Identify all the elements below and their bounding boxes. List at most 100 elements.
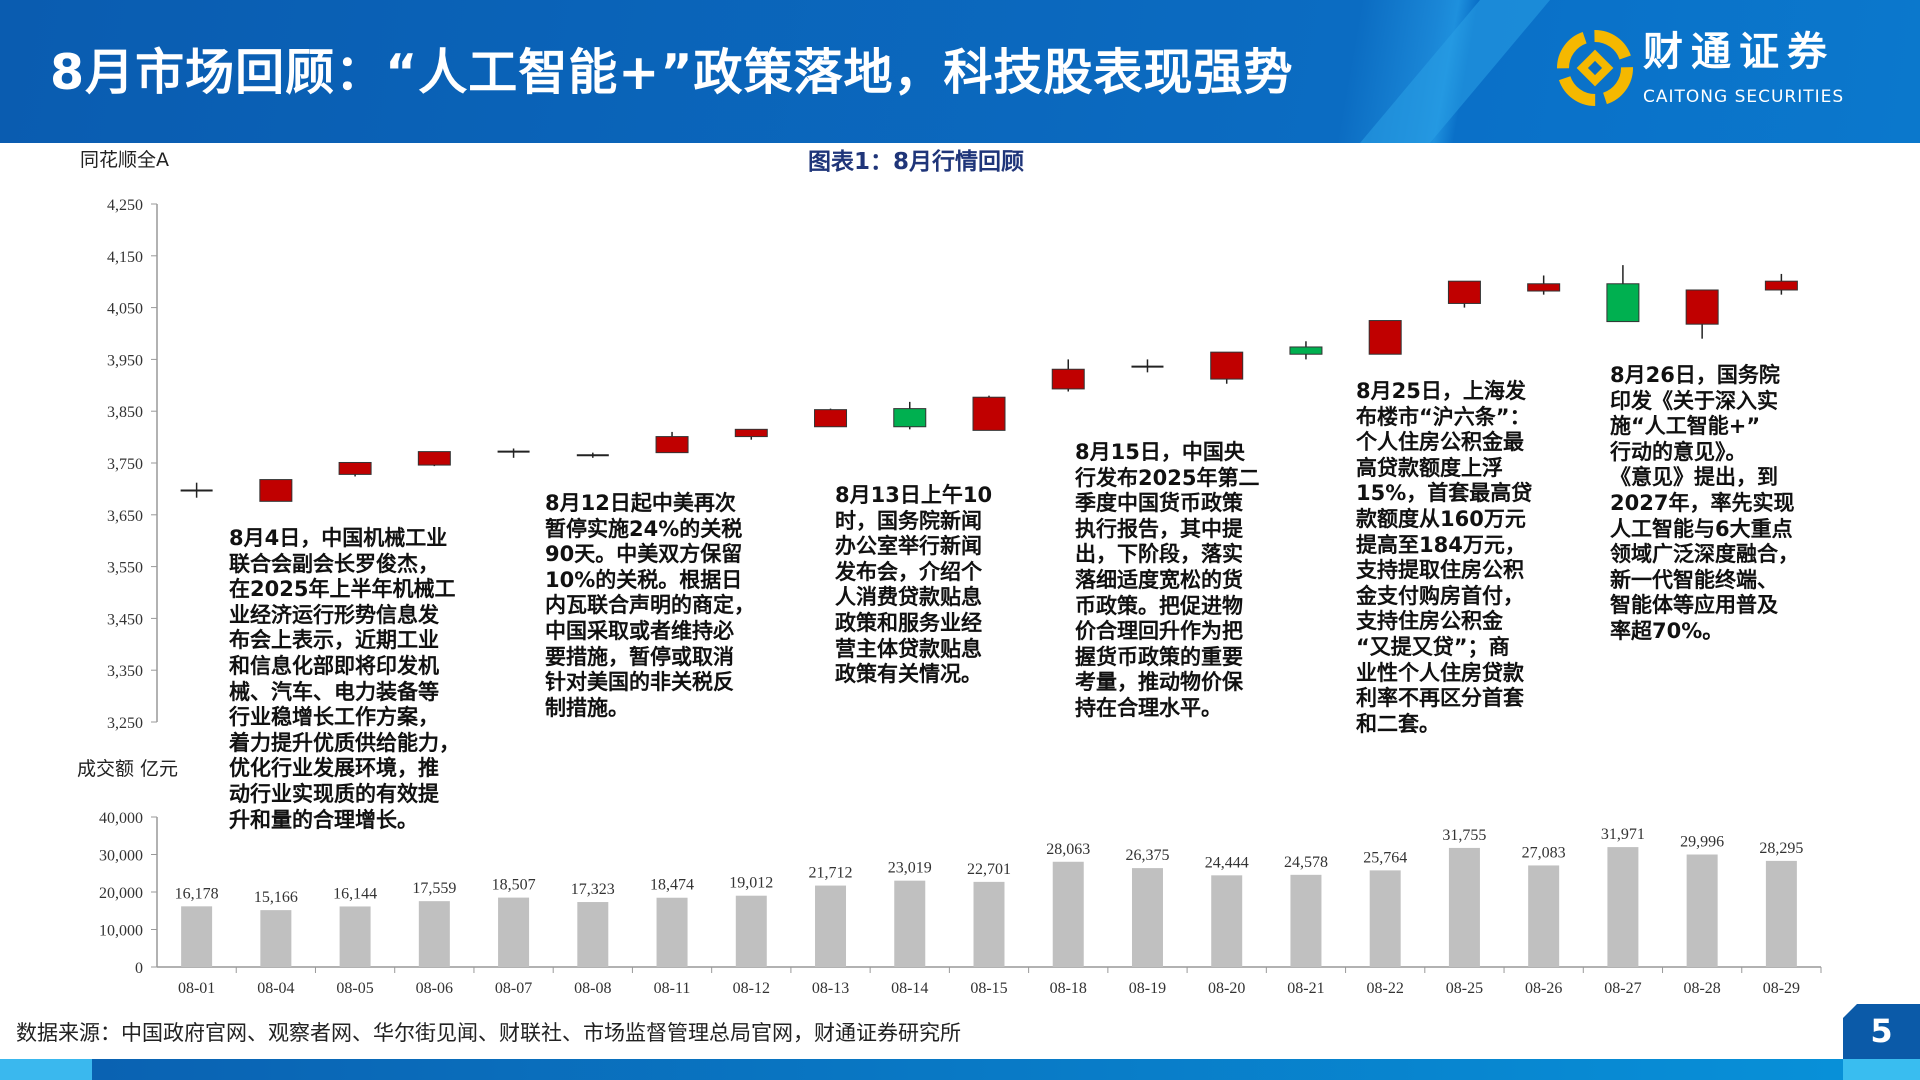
page-title: 8月市场回顾：“人工智能+”政策落地，科技股表现强势: [50, 44, 1294, 101]
volume-bar: [815, 885, 847, 967]
volume-value-label: 28,063: [1046, 841, 1090, 858]
price-y-tick-label: 3,950: [107, 352, 143, 369]
volume-value-label: 19,012: [729, 875, 773, 892]
volume-value-label: 24,578: [1284, 854, 1328, 871]
volume-value-label: 29,996: [1680, 834, 1724, 851]
header-bar: 8月市场回顾：“人工智能+”政策落地，科技股表现强势 财通证券 CAITONG …: [0, 0, 1920, 143]
volume-y-tick-label: 0: [135, 960, 143, 977]
logo-emblem-icon: [1557, 30, 1633, 106]
volume-bar: [577, 902, 609, 967]
data-source-note: 数据来源：中国政府官网、观察者网、华尔街见闻、财联社、市场监督管理总局官网，财通…: [16, 1021, 961, 1045]
volume-bar: [656, 897, 688, 967]
volume-bar: [1211, 875, 1243, 967]
volume-bar: [1765, 860, 1797, 967]
volume-value-label: 31,755: [1442, 827, 1486, 844]
candle-up: [417, 451, 451, 466]
volume-bar: [418, 901, 450, 967]
x-tick-label: 08-13: [812, 980, 849, 997]
volume-value-label: 16,178: [175, 885, 219, 902]
volume-bar: [894, 880, 926, 967]
price-y-tick-label: 3,450: [107, 611, 143, 628]
annotation-aug04: 8月4日，中国机械工业 联合会副会长罗俊杰， 在2025年上半年机械工 业经济运…: [229, 526, 460, 832]
volume-bar: [1528, 865, 1560, 967]
candle-up: [1210, 351, 1244, 380]
volume-axis-label: 成交额 亿元: [77, 758, 179, 780]
volume-value-label: 31,971: [1601, 826, 1645, 843]
page-number-badge: 5: [1843, 1004, 1920, 1060]
volume-value-label: 15,166: [254, 889, 298, 906]
x-tick-label: 08-22: [1367, 980, 1404, 997]
volume-value-label: 23,019: [888, 860, 932, 877]
x-tick-label: 08-14: [891, 980, 928, 997]
volume-value-label: 24,444: [1205, 854, 1249, 871]
volume-bar: [339, 906, 371, 967]
price-y-tick-label: 3,550: [107, 560, 143, 577]
volume-bar: [735, 895, 767, 967]
x-tick-label: 08-19: [1129, 980, 1166, 997]
x-tick-label: 08-21: [1287, 980, 1324, 997]
candle-up: [972, 396, 1006, 431]
x-tick-label: 08-28: [1683, 980, 1720, 997]
candle-up: [1051, 368, 1085, 390]
x-tick-label: 08-01: [178, 980, 215, 997]
price-y-tick-label: 4,250: [107, 197, 143, 214]
candle-up: [655, 436, 689, 454]
x-tick-label: 08-07: [495, 980, 532, 997]
logo-text-en: CAITONG SECURITIES: [1643, 87, 1845, 107]
volume-bar: [1131, 868, 1163, 967]
x-tick-label: 08-18: [1050, 980, 1087, 997]
price-y-tick-label: 3,650: [107, 508, 143, 525]
logo-text-cn: 财通证券: [1643, 28, 1835, 75]
annotation-aug12: 8月12日起中美再次 暂停实施24%的关税 90天。中美双方保留 10%的关税。…: [545, 491, 755, 720]
volume-bar: [1448, 847, 1480, 967]
annotation-aug15: 8月15日，中国央 行发布2025年第二 季度中国货币政策 执行报告，其中提 出…: [1075, 440, 1260, 720]
annotation-aug26: 8月26日，国务院 印发《关于深入实 施“人工智能+” 行动的意见》。 《意见》…: [1610, 363, 1799, 643]
candle-up: [814, 409, 848, 428]
candle-up: [734, 428, 768, 438]
candle-up: [1368, 320, 1402, 355]
price-axis-label: 同花顺全A: [80, 149, 169, 171]
annotation-aug25: 8月25日，上海发 布楼市“沪六条”： 个人住房公积金最 高贷款额度上浮 15%…: [1356, 379, 1533, 736]
price-y-tick-label: 3,850: [107, 404, 143, 421]
footer-bar: [0, 1059, 1920, 1080]
candle-up: [259, 479, 293, 502]
x-tick-label: 08-04: [257, 980, 294, 997]
price-y-tick-label: 3,250: [107, 715, 143, 732]
volume-bar: [1052, 861, 1084, 967]
volume-y-tick-label: 40,000: [99, 810, 143, 827]
chart-title: 图表1：8月行情回顾: [808, 149, 1025, 175]
company-logo: 财通证券 CAITONG SECURITIES: [1555, 28, 1875, 114]
candle-down: [1289, 346, 1323, 355]
candle-down: [1606, 283, 1640, 323]
price-y-tick-label: 4,150: [107, 249, 143, 266]
volume-y-tick-label: 30,000: [99, 848, 143, 865]
candle-up: [1764, 280, 1798, 291]
annotation-aug13: 8月13日上午10 时，国务院新闻 办公室举行新闻 发布会，介绍个 人消费贷款贴…: [835, 483, 993, 687]
volume-bar: [181, 906, 213, 967]
volume-bar: [498, 897, 530, 967]
volume-value-label: 21,712: [809, 865, 853, 882]
volume-bar: [1686, 854, 1718, 967]
volume-value-label: 16,144: [333, 885, 377, 902]
volume-value-label: 28,295: [1759, 840, 1803, 857]
volume-y-tick-label: 20,000: [99, 885, 143, 902]
volume-value-label: 18,507: [492, 877, 536, 894]
price-y-tick-label: 3,350: [107, 663, 143, 680]
volume-value-label: 27,083: [1522, 844, 1566, 861]
candle-up: [1685, 289, 1719, 325]
candle-up: [1527, 283, 1561, 292]
volume-bar: [260, 910, 292, 967]
volume-value-label: 26,375: [1125, 847, 1169, 864]
volume-value-label: 17,323: [571, 881, 615, 898]
price-y-tick-label: 3,750: [107, 456, 143, 473]
x-tick-label: 08-27: [1604, 980, 1641, 997]
volume-value-label: 25,764: [1363, 849, 1407, 866]
volume-value-label: 18,474: [650, 877, 694, 894]
x-tick-label: 08-20: [1208, 980, 1245, 997]
x-tick-label: 08-06: [416, 980, 453, 997]
volume-value-label: 17,559: [412, 880, 456, 897]
candle-up: [338, 461, 372, 475]
volume-bar: [973, 881, 1005, 967]
x-tick-label: 08-29: [1763, 980, 1800, 997]
